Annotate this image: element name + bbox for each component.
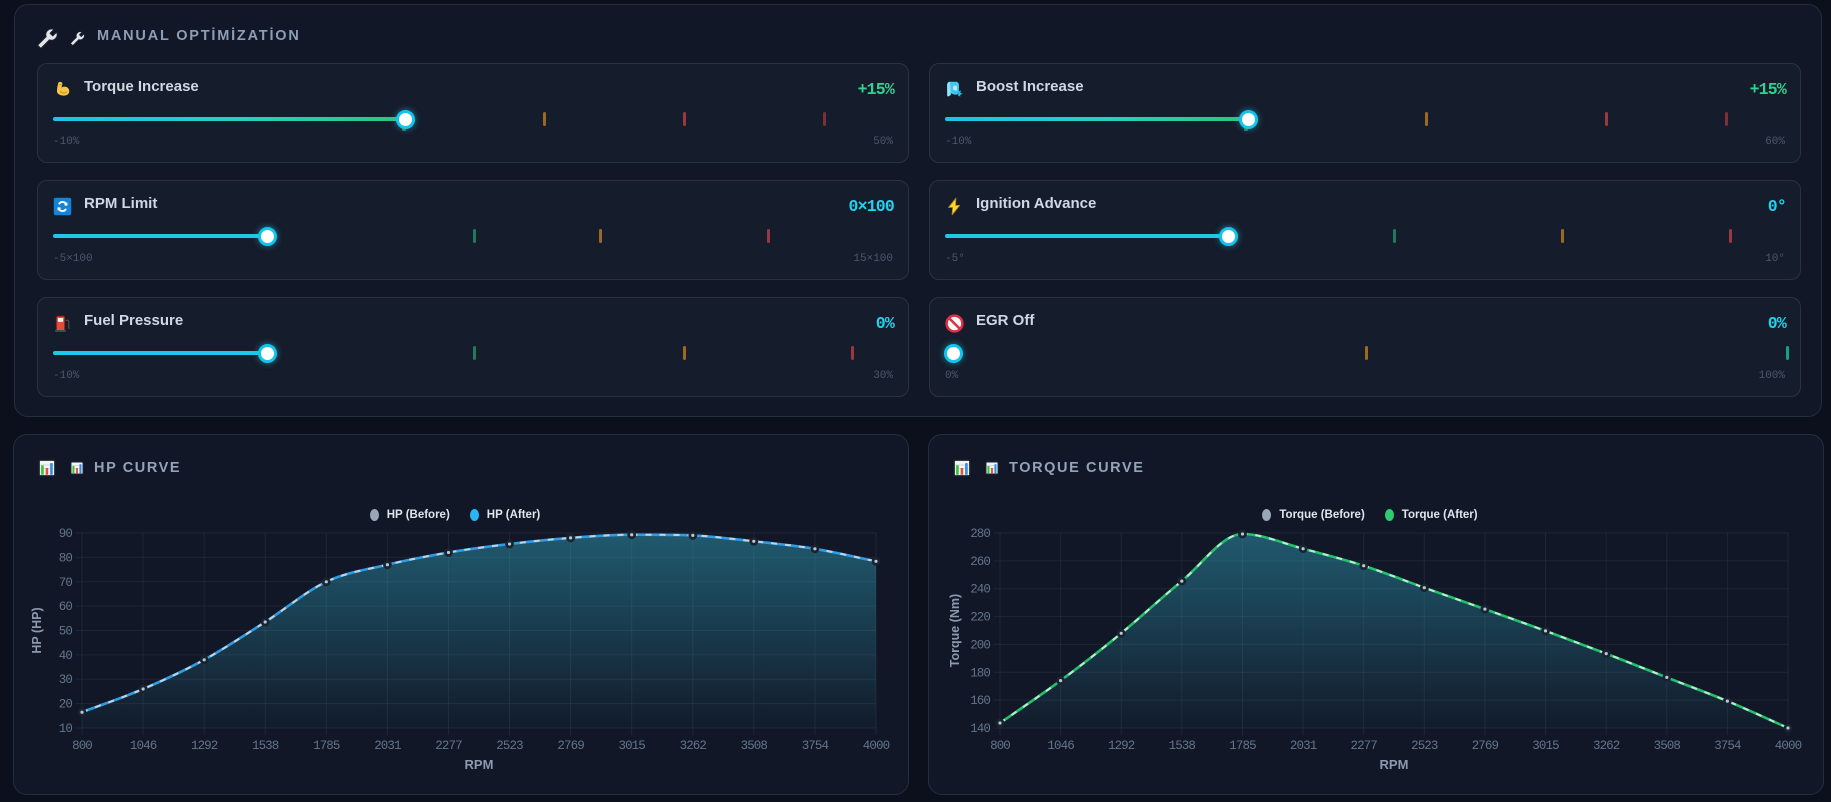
svg-text:80: 80 — [59, 551, 73, 565]
svg-text:1538: 1538 — [1169, 739, 1196, 753]
svg-text:160: 160 — [970, 694, 990, 708]
svg-text:1538: 1538 — [252, 739, 279, 753]
svg-text:3508: 3508 — [741, 739, 768, 753]
svg-text:90: 90 — [59, 527, 73, 541]
svg-text:800: 800 — [990, 739, 1010, 753]
svg-text:3015: 3015 — [1532, 739, 1559, 753]
svg-text:RPM: RPM — [1380, 757, 1409, 772]
svg-text:2031: 2031 — [1290, 739, 1317, 753]
svg-text:1292: 1292 — [191, 739, 218, 753]
svg-text:260: 260 — [970, 555, 990, 569]
svg-text:3508: 3508 — [1654, 739, 1681, 753]
svg-text:3262: 3262 — [1593, 739, 1620, 753]
svg-text:2769: 2769 — [557, 739, 584, 753]
svg-text:1046: 1046 — [1047, 739, 1074, 753]
svg-text:140: 140 — [970, 722, 990, 736]
svg-text:3262: 3262 — [680, 739, 707, 753]
svg-text:3754: 3754 — [1714, 739, 1741, 753]
svg-text:180: 180 — [970, 666, 990, 680]
svg-text:220: 220 — [970, 611, 990, 625]
svg-text:70: 70 — [59, 576, 73, 590]
svg-text:RPM: RPM — [465, 757, 494, 772]
svg-text:200: 200 — [970, 638, 990, 652]
svg-text:1785: 1785 — [1229, 739, 1256, 753]
svg-text:4000: 4000 — [863, 739, 890, 753]
svg-text:40: 40 — [59, 649, 73, 663]
svg-text:4000: 4000 — [1775, 739, 1802, 753]
svg-text:2523: 2523 — [1411, 739, 1438, 753]
svg-text:2523: 2523 — [496, 739, 523, 753]
svg-text:10: 10 — [59, 722, 73, 736]
svg-text:800: 800 — [72, 739, 92, 753]
svg-text:60: 60 — [59, 600, 73, 614]
svg-text:1785: 1785 — [313, 739, 340, 753]
svg-text:Torque (Nm): Torque (Nm) — [948, 594, 962, 667]
svg-text:280: 280 — [970, 527, 990, 541]
svg-text:2277: 2277 — [435, 739, 462, 753]
svg-text:20: 20 — [59, 698, 73, 712]
svg-text:1046: 1046 — [130, 739, 157, 753]
svg-text:240: 240 — [970, 583, 990, 597]
svg-text:50: 50 — [59, 625, 73, 639]
svg-text:3754: 3754 — [802, 739, 829, 753]
svg-text:1292: 1292 — [1108, 739, 1135, 753]
svg-text:3015: 3015 — [618, 739, 645, 753]
svg-text:2277: 2277 — [1350, 739, 1377, 753]
svg-text:2769: 2769 — [1472, 739, 1499, 753]
svg-text:HP (HP): HP (HP) — [30, 607, 44, 653]
svg-text:2031: 2031 — [374, 739, 401, 753]
svg-text:30: 30 — [59, 673, 73, 687]
